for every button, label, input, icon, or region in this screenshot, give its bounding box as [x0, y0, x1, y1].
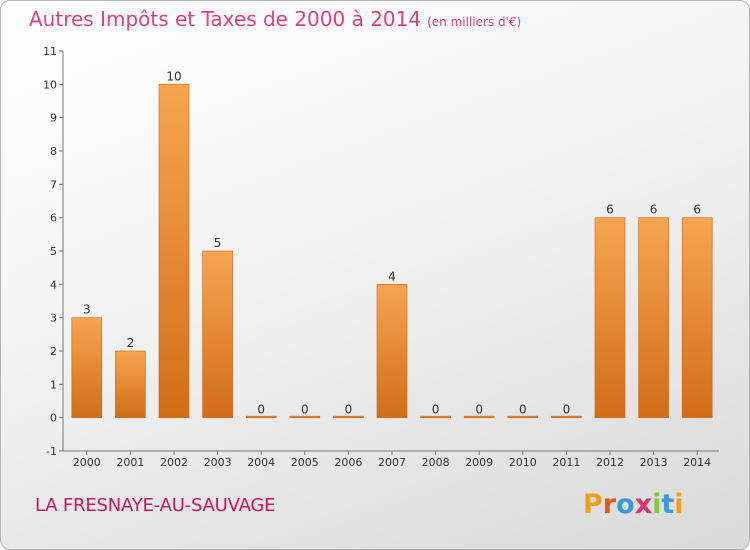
y-tick-label: 11 [43, 45, 57, 58]
brand-letter: P [583, 489, 603, 520]
chart-title-text: Autres Impôts et Taxes de 2000 à 2014 [29, 7, 422, 31]
x-tick-label: 2007 [378, 456, 406, 469]
bar [158, 84, 190, 418]
y-tick-label: 10 [43, 78, 57, 91]
x-tick-label: 2000 [73, 456, 101, 469]
y-tick-label: 9 [50, 112, 57, 125]
data-label: 0 [432, 403, 440, 417]
data-label: 10 [166, 69, 181, 83]
brand-letter: x [634, 489, 653, 520]
bar [551, 415, 582, 418]
x-tick-label: 2005 [291, 456, 319, 469]
data-label: 5 [214, 236, 222, 250]
data-label: 0 [345, 403, 353, 417]
x-tick-label: 2001 [116, 456, 144, 469]
bar [333, 415, 364, 418]
data-label: 4 [388, 269, 396, 283]
x-tick-label: 2006 [334, 456, 362, 469]
bar [507, 415, 539, 418]
y-tick-label: 8 [50, 145, 57, 158]
y-tick-label: 3 [50, 312, 57, 325]
bar [638, 217, 669, 418]
chart-title: Autres Impôts et Taxes de 2000 à 2014 (en… [29, 7, 521, 31]
y-tick-label: -1 [46, 445, 57, 458]
x-tick-label: 2002 [160, 456, 188, 469]
y-tick-label: 4 [50, 278, 57, 291]
bar [71, 317, 103, 418]
brand-letter: t [661, 489, 675, 520]
y-tick-label: 7 [50, 178, 57, 191]
x-tick-label: 2012 [596, 456, 624, 469]
bar [115, 350, 146, 418]
x-tick-label: 2004 [247, 456, 275, 469]
brand-letter: i [652, 489, 662, 520]
commune-name: LA FRESNAYE-AU-SAUVAGE [35, 495, 276, 516]
x-tick-label: 2013 [640, 456, 668, 469]
x-tick-label: 2003 [204, 456, 232, 469]
x-tick-label: 2011 [552, 456, 580, 469]
data-label: 3 [83, 303, 91, 317]
bar [594, 217, 626, 418]
brand-letter: r [602, 489, 617, 520]
y-tick-label: 5 [50, 245, 57, 258]
bar [463, 415, 495, 418]
bar [681, 217, 713, 418]
proxiti-logo: Proxiti [583, 489, 684, 520]
bar [289, 415, 321, 418]
x-tick-label: 2008 [422, 456, 450, 469]
y-tick-label: 2 [50, 345, 57, 358]
data-label: 0 [519, 403, 527, 417]
brand-letter: o [616, 489, 635, 520]
y-tick-label: 1 [50, 378, 57, 391]
bar [420, 415, 451, 418]
data-label: 0 [475, 403, 483, 417]
data-label: 2 [127, 336, 135, 350]
y-tick-label: 6 [50, 212, 57, 225]
brand-letter: i [674, 489, 684, 520]
bar [245, 415, 277, 418]
x-tick-label: 2010 [509, 456, 537, 469]
data-label: 6 [693, 203, 701, 217]
bar [202, 250, 233, 418]
data-label: 6 [650, 203, 658, 217]
x-tick-label: 2009 [465, 456, 493, 469]
bar [376, 284, 408, 418]
data-label: 0 [563, 403, 571, 417]
data-label: 0 [257, 403, 265, 417]
x-tick-label: 2014 [683, 456, 711, 469]
data-label: 6 [606, 203, 614, 217]
y-tick-label: 0 [50, 412, 57, 425]
chart-unit: (en milliers d'€) [427, 15, 522, 29]
data-label: 0 [301, 403, 309, 417]
